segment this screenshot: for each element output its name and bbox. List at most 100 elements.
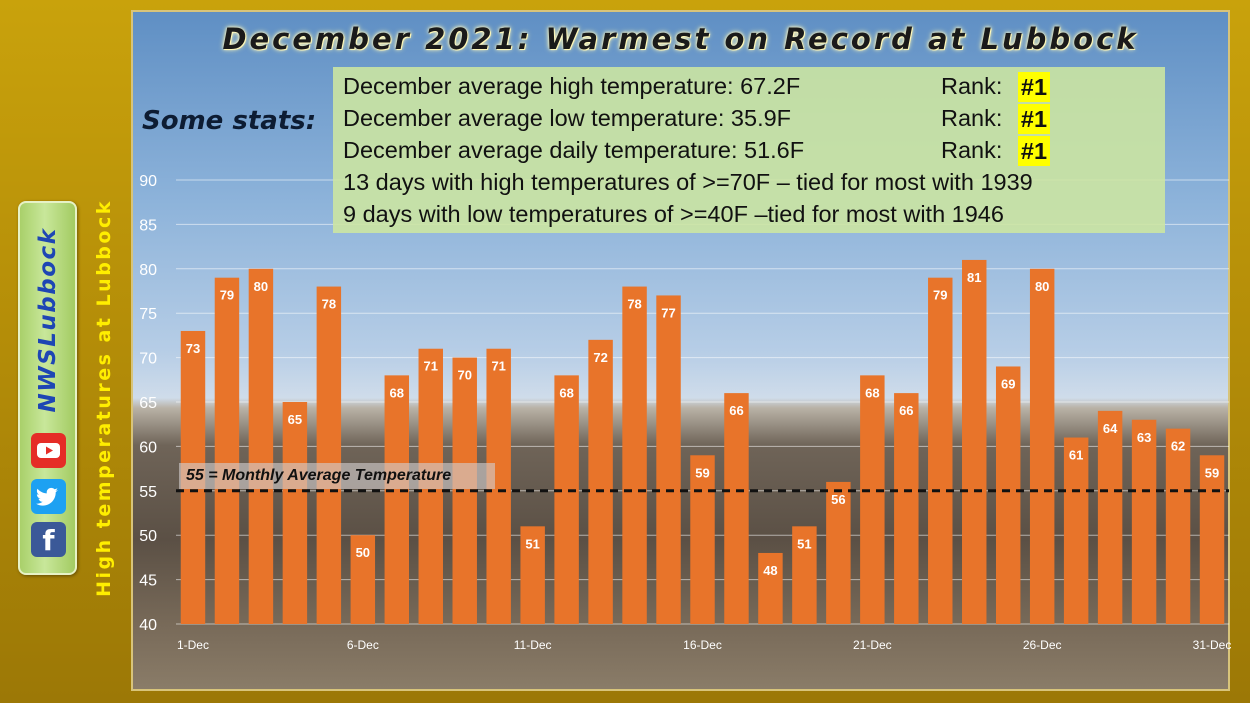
- data-label-day-17: 66: [729, 403, 743, 418]
- stat-rank-3: #1: [1018, 136, 1050, 166]
- data-label-day-13: 72: [593, 350, 607, 365]
- y-tick-label: 85: [139, 217, 157, 234]
- x-tick-label: 1-Dec: [177, 638, 209, 652]
- y-tick-label: 90: [139, 173, 157, 190]
- stat-rank-2: #1: [1018, 104, 1050, 134]
- data-label-day-23: 79: [933, 288, 947, 303]
- bar-day-11: [520, 526, 545, 624]
- x-tick-label: 6-Dec: [347, 638, 379, 652]
- data-label-day-27: 61: [1069, 448, 1083, 463]
- data-label-day-1: 73: [186, 341, 200, 356]
- youtube-icon[interactable]: [31, 433, 66, 468]
- youtube-play-icon: [37, 443, 60, 458]
- x-tick-label: 21-Dec: [853, 638, 892, 652]
- bar-day-23: [928, 277, 953, 624]
- bar-day-12: [554, 375, 579, 624]
- bar-day-5: [316, 286, 342, 624]
- data-label-day-5: 78: [322, 297, 336, 312]
- bar-day-3: [248, 268, 274, 624]
- y-tick-label: 65: [139, 395, 157, 412]
- data-label-day-6: 50: [356, 545, 370, 560]
- stat-line-3: December average daily temperature: 51.6…: [343, 137, 805, 163]
- data-label-day-25: 69: [1001, 376, 1015, 391]
- average-label-background: [179, 463, 495, 489]
- x-tick-label: 26-Dec: [1023, 638, 1062, 652]
- y-tick-label: 55: [139, 484, 157, 501]
- y-tick-label: 40: [139, 617, 157, 634]
- data-label-day-2: 79: [220, 288, 234, 303]
- data-label-day-7: 68: [390, 385, 404, 400]
- data-label-day-16: 59: [695, 465, 709, 480]
- bar-day-24: [962, 259, 987, 624]
- bar-day-27: [1063, 437, 1089, 624]
- x-tick-label: 11-Dec: [514, 638, 552, 652]
- twitter-icon[interactable]: [31, 479, 66, 514]
- stat-rank-label-3: Rank:: [941, 137, 1003, 163]
- bar-day-31: [1199, 455, 1225, 624]
- data-label-day-9: 70: [457, 368, 471, 383]
- bar-day-7: [384, 375, 410, 624]
- bars: [180, 259, 1225, 624]
- y-tick-label: 50: [139, 528, 157, 545]
- data-label-day-12: 68: [559, 385, 573, 400]
- bar-day-4: [282, 402, 308, 624]
- bar-day-25: [995, 366, 1021, 624]
- data-label-day-14: 78: [627, 297, 641, 312]
- twitter-bird-icon: [36, 487, 58, 506]
- stat-rank-1: #1: [1018, 72, 1050, 102]
- bar-day-29: [1131, 419, 1157, 624]
- x-tick-label: 16-Dec: [683, 638, 722, 652]
- data-label-day-11: 51: [525, 536, 539, 551]
- bar-day-17: [724, 393, 749, 624]
- y-tick-label: 60: [139, 439, 157, 456]
- bar-day-6: [350, 535, 376, 624]
- y-tick-label: 70: [139, 351, 157, 368]
- data-label-day-19: 51: [797, 536, 811, 551]
- data-label-day-10: 71: [491, 359, 505, 374]
- bar-day-26: [1029, 268, 1055, 624]
- y-tick-label: 45: [139, 573, 157, 590]
- y-axis-label: High temperatures at Lubbock: [93, 199, 115, 597]
- data-label-day-18: 48: [763, 563, 777, 578]
- data-label-day-8: 71: [424, 359, 438, 374]
- stat-line-1: December average high temperature: 67.2F: [343, 73, 801, 99]
- bar-day-30: [1165, 428, 1191, 624]
- y-axis-ticks: 40 45 50 55 60 65 70 75 80 85 90: [139, 173, 157, 634]
- x-tick-label: 31-Dec: [1193, 638, 1232, 652]
- data-label-day-24: 81: [967, 270, 981, 285]
- stat-line-4: 13 days with high temperatures of >=70F …: [343, 169, 1033, 195]
- stat-rank-label-1: Rank:: [941, 73, 1003, 99]
- bar-day-15: [656, 295, 681, 624]
- data-label-day-15: 77: [661, 305, 675, 320]
- y-tick-label: 75: [139, 306, 157, 323]
- stats-heading: Some stats:: [142, 106, 317, 136]
- bar-day-18: [758, 552, 783, 624]
- x-axis-ticks: 1-Dec 6-Dec 11-Dec 16-Dec 21-Dec 26-Dec 31-Dec: [177, 638, 1231, 652]
- data-label-day-3: 80: [254, 279, 268, 294]
- data-label-day-20: 56: [831, 492, 845, 507]
- data-label-day-28: 64: [1103, 421, 1118, 436]
- data-label-day-21: 68: [865, 385, 879, 400]
- y-tick-label: 80: [139, 262, 157, 279]
- bar-day-22: [894, 393, 919, 624]
- data-label-day-4: 65: [288, 412, 302, 427]
- data-label-day-31: 59: [1205, 465, 1219, 480]
- bar-day-2: [214, 277, 240, 624]
- chart-title: December 2021: Warmest on Record at Lubb…: [222, 22, 1139, 56]
- facebook-icon[interactable]: f: [31, 522, 66, 557]
- bar-day-21: [860, 375, 885, 624]
- bar-day-16: [690, 455, 715, 624]
- bar-day-19: [792, 526, 817, 624]
- bar-day-28: [1097, 410, 1123, 624]
- stat-line-2: December average low temperature: 35.9F: [343, 105, 792, 131]
- data-label-day-22: 66: [899, 403, 913, 418]
- data-label-day-29: 63: [1137, 430, 1151, 445]
- data-label-day-26: 80: [1035, 279, 1049, 294]
- bar-day-13: [588, 339, 613, 624]
- bar-day-14: [622, 286, 647, 624]
- stat-rank-label-2: Rank:: [941, 105, 1003, 131]
- data-labels: 73 79 80 65 78 50 68 71 70 71 51 68 72 78 77 59 66 48 51 56…: [186, 270, 1220, 578]
- bar-day-20: [826, 481, 851, 624]
- stat-line-5: 9 days with low temperatures of >=40F –t…: [343, 201, 1004, 227]
